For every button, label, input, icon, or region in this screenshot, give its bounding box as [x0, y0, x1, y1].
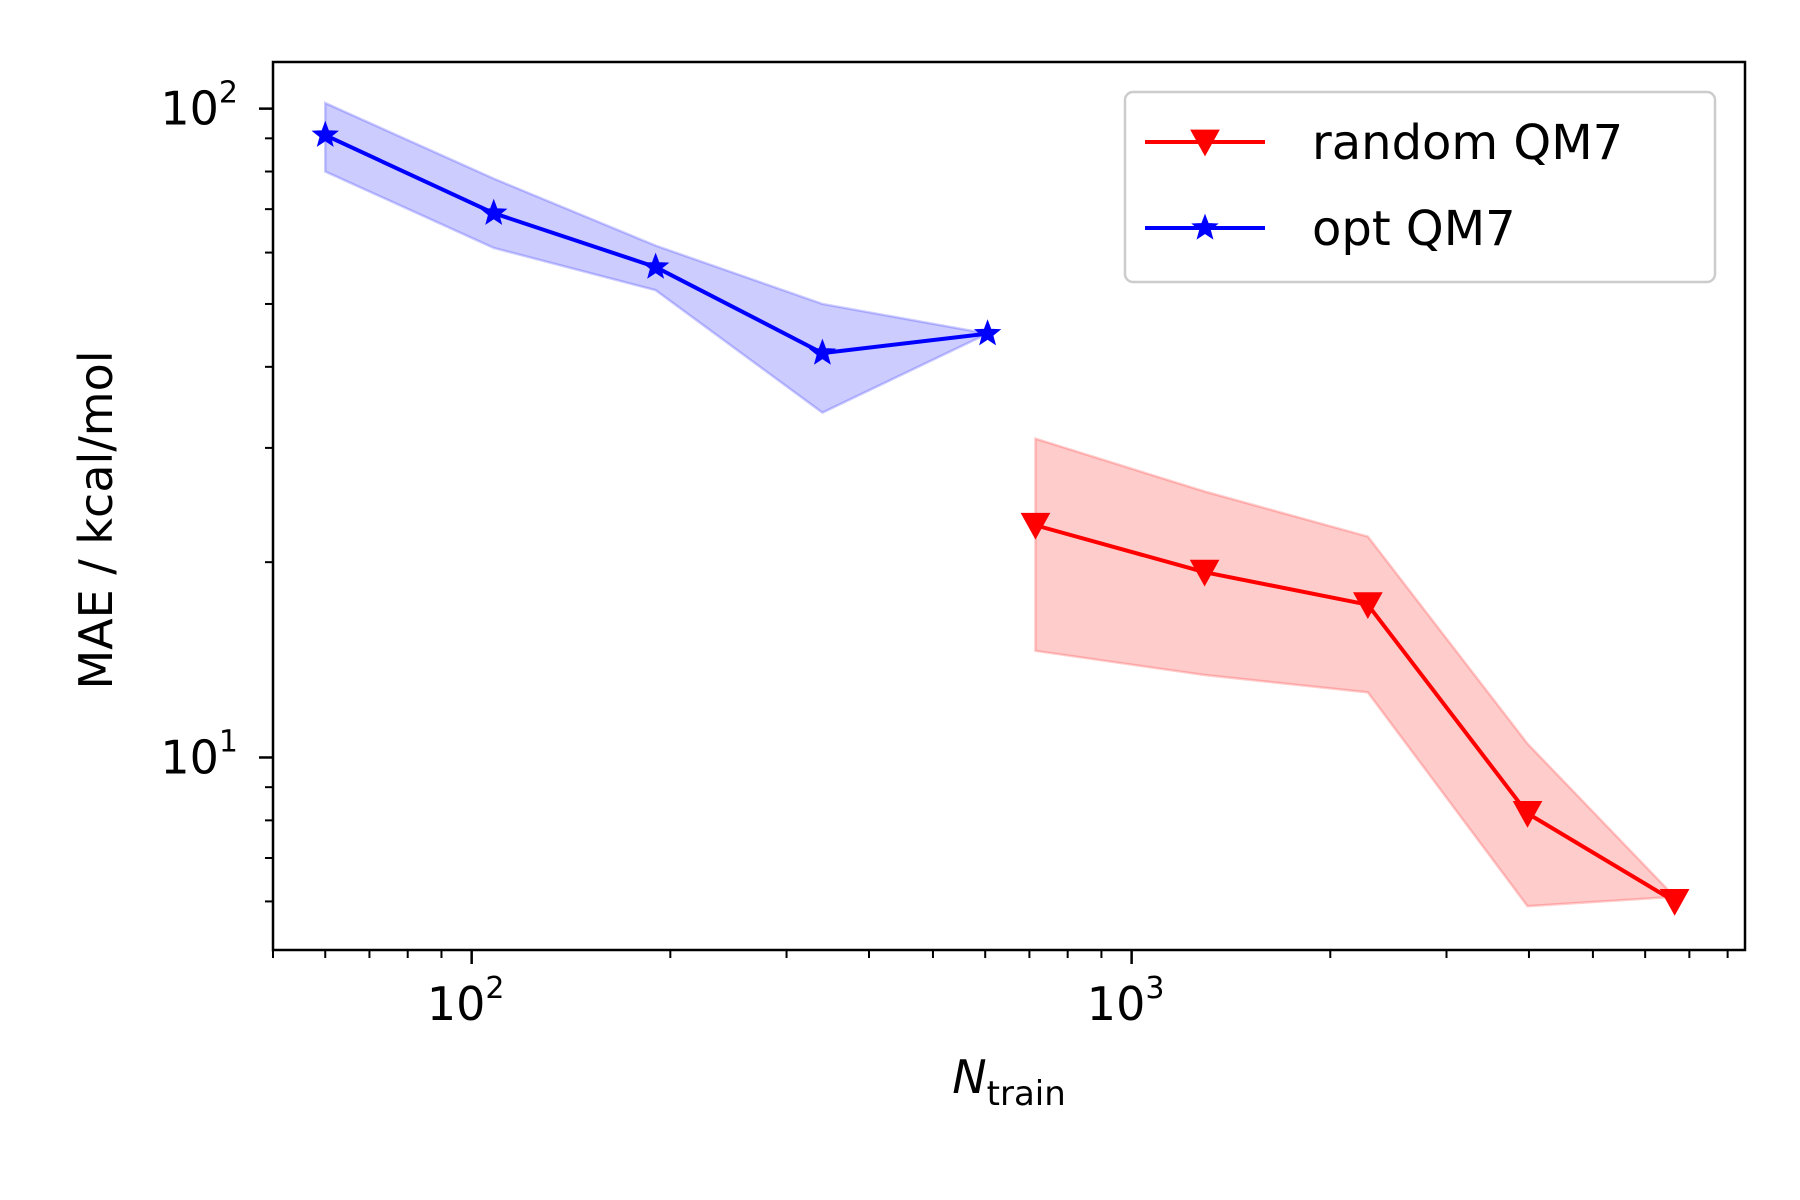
x-tick-label: 102: [427, 971, 505, 1031]
x-axis-label: Ntrain: [952, 1050, 1066, 1114]
x-axis-label-main: N: [952, 1050, 986, 1104]
y-tick-label: 101: [160, 724, 238, 784]
random-qm7-point: [1661, 890, 1689, 915]
opt-qm7-point: [975, 321, 1000, 345]
x-tick-label: 103: [1087, 971, 1165, 1031]
x-axis-ticks: 102 103: [273, 950, 1728, 1031]
y-axis-label: MAE / kcal/mol: [69, 350, 123, 689]
random-qm7-band: [1035, 439, 1674, 906]
legend-label-opt-qm7: opt QM7: [1312, 201, 1516, 257]
legend: random QM7 opt QM7: [1125, 92, 1715, 282]
y-axis-ticks: 101 102: [160, 76, 273, 902]
y-tick-label: 102: [160, 76, 238, 136]
legend-label-random-qm7: random QM7: [1312, 115, 1623, 171]
x-axis-label-sub: train: [987, 1074, 1066, 1114]
